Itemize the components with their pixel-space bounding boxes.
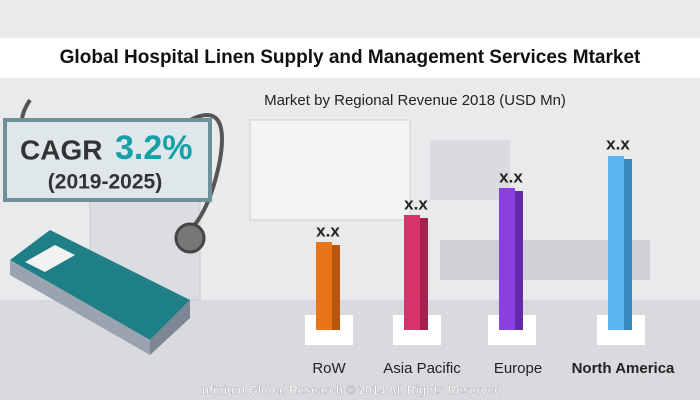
region-name: Europe	[494, 360, 542, 377]
region-column	[393, 215, 441, 345]
region-name: RoW	[312, 360, 346, 377]
pillow	[25, 245, 75, 272]
bar	[608, 156, 624, 330]
bar-side	[332, 245, 340, 330]
value-label: x.x	[316, 221, 340, 240]
cagr-box	[3, 118, 212, 202]
cagr-value: 3.2%	[115, 129, 193, 167]
subtitle: Market by Regional Revenue 2018 (USD Mn)	[264, 92, 566, 109]
region-column	[597, 156, 645, 345]
cagr-period: (2019-2025)	[48, 171, 162, 194]
bar	[499, 188, 515, 330]
footer: Infinium Global Research © 2019 All Righ…	[198, 383, 501, 397]
bar	[404, 215, 420, 330]
region-column	[305, 242, 353, 345]
bar-side	[420, 218, 428, 330]
title-banner	[0, 38, 700, 78]
title: Global Hospital Linen Supply and Managem…	[60, 47, 641, 68]
region-name: North America	[572, 360, 675, 377]
stethoscope-head	[174, 222, 206, 254]
bars	[305, 156, 645, 345]
value-label: x.x	[606, 134, 630, 153]
bar	[316, 242, 332, 330]
cagr-label: CAGR	[20, 134, 102, 165]
region-name: Asia Pacific	[383, 360, 461, 377]
monitor	[430, 140, 510, 200]
bar-side	[624, 159, 632, 330]
bed-frame	[10, 260, 150, 355]
value-label: x.x	[404, 194, 428, 213]
region-column	[488, 188, 536, 345]
window	[249, 119, 411, 221]
value-label: x.x	[499, 167, 523, 186]
bar-side	[515, 191, 523, 330]
bed-frame-side	[150, 300, 190, 355]
